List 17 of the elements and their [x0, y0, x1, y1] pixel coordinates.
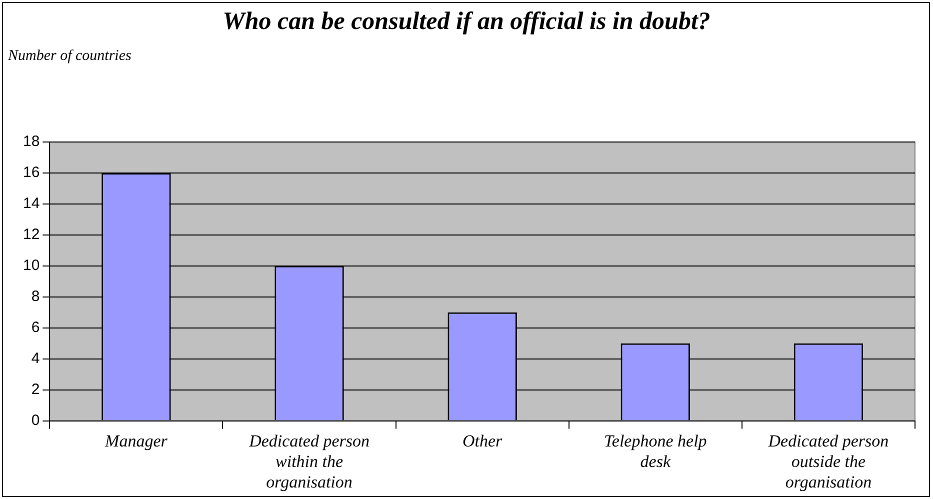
y-tick-label: 10	[22, 257, 40, 274]
x-tick-label: Manager	[104, 431, 168, 450]
y-tick-label: 8	[31, 288, 40, 306]
x-tick-label: Other	[462, 431, 503, 450]
y-tick-label: 4	[31, 350, 40, 367]
y-tick-label: 0	[31, 412, 40, 429]
y-tick-label: 16	[22, 164, 40, 182]
y-tick-label: 14	[22, 195, 40, 212]
x-tick-label: Dedicated person outside the organisation	[767, 431, 889, 492]
y-tick-label: 2	[31, 380, 40, 398]
y-axis-title: Number of countries	[8, 48, 132, 65]
chart-title: Who can be consulted if an official is in doubt?	[222, 8, 712, 36]
y-tick-label: 12	[22, 226, 40, 244]
y-tick-label: 18	[22, 133, 40, 150]
x-tick-label: Telephone help desk	[604, 431, 707, 471]
y-tick-label: 6	[31, 319, 40, 336]
x-tick-label: Dedicated person within the organisation	[248, 431, 370, 492]
